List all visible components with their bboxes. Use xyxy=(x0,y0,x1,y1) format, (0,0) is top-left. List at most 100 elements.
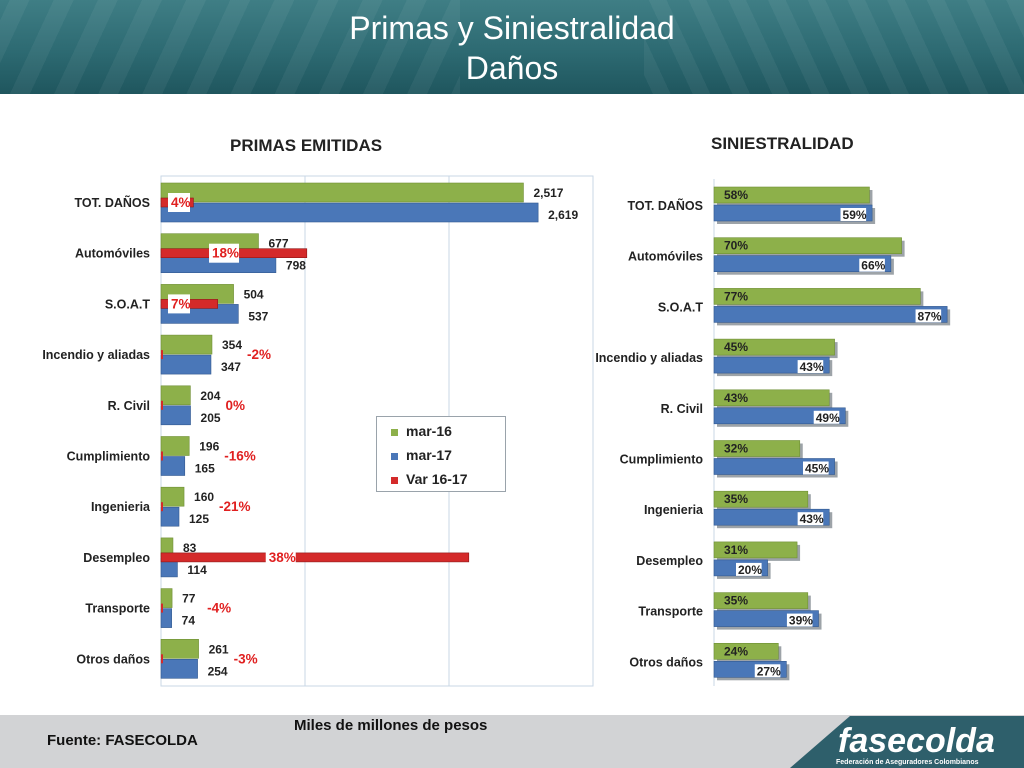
data-label-variation: 4% xyxy=(171,195,191,210)
data-label-bg xyxy=(722,391,748,405)
data-label-bg xyxy=(722,341,748,355)
data-label-mar17: 125 xyxy=(189,512,209,526)
slide-title: Primas y Siniestralidad xyxy=(349,10,675,46)
data-label-variation: 38% xyxy=(269,550,296,565)
data-label-mar17: 39% xyxy=(789,614,813,628)
category-label: R. Civil xyxy=(108,399,150,413)
data-label-mar16: 24% xyxy=(724,644,748,658)
data-label-mar16: 160 xyxy=(194,490,214,504)
data-label-mar16: 32% xyxy=(724,442,748,456)
data-label-mar16: 45% xyxy=(724,340,748,354)
data-label-bg xyxy=(722,645,748,659)
bar-mar16 xyxy=(713,288,921,305)
data-label-variation: 18% xyxy=(212,246,239,261)
legend-label: Var 16-17 xyxy=(406,471,468,487)
data-label-mar17: 165 xyxy=(195,462,215,476)
category-label: Ingenieria xyxy=(91,500,151,514)
data-label-bg xyxy=(722,543,748,557)
legend-swatch xyxy=(391,452,398,460)
bar-mar16 xyxy=(713,186,870,204)
data-label-bg xyxy=(797,360,824,374)
category-label: R. Civil xyxy=(661,402,703,416)
category-label: Ingenieria xyxy=(644,503,704,517)
data-label-mar16: 204 xyxy=(200,389,220,403)
data-label-mar17: 798 xyxy=(286,259,306,273)
bar-mar16 xyxy=(160,182,524,203)
bar-mar17 xyxy=(160,608,172,628)
data-label-bg xyxy=(754,664,781,678)
data-label-bg xyxy=(803,461,829,475)
data-label-bg xyxy=(722,239,748,253)
plot-area xyxy=(160,175,594,687)
bar-mar16 xyxy=(160,638,199,659)
data-label-variation: -2% xyxy=(247,347,271,362)
category-label: TOT. DAÑOS xyxy=(628,198,703,213)
data-label-bg xyxy=(722,290,748,304)
bar-variation xyxy=(161,350,163,360)
bar-variation xyxy=(161,502,163,512)
bar-mar17 xyxy=(160,456,186,476)
bar-mar16 xyxy=(160,385,191,406)
data-label-mar16: 43% xyxy=(724,391,748,405)
bar-mar17 xyxy=(713,204,873,222)
bar-mar17 xyxy=(713,306,948,323)
variation-label-box xyxy=(168,193,190,212)
data-label-variation: 0% xyxy=(226,398,246,413)
bar-mar17 xyxy=(160,405,191,426)
bar-mar16 xyxy=(160,436,190,456)
bar-variation xyxy=(161,654,163,664)
data-label-mar16: 83 xyxy=(183,541,197,555)
data-label-bg xyxy=(722,594,748,608)
data-label-bg xyxy=(786,613,813,627)
bar-variation xyxy=(161,400,163,410)
legend-swatch xyxy=(391,476,398,484)
data-label-bg xyxy=(722,189,748,202)
data-label-mar16: 31% xyxy=(724,543,748,557)
category-label: Desempleo xyxy=(83,551,150,565)
data-label-bg xyxy=(722,442,748,456)
data-label-bg xyxy=(797,512,824,526)
bar-mar17 xyxy=(160,354,212,375)
bar-mar16 xyxy=(160,334,213,355)
data-label-mar16: 196 xyxy=(199,440,219,454)
data-label-mar17: 74 xyxy=(182,614,196,628)
data-label-mar17: 20% xyxy=(738,563,762,577)
bar-variation xyxy=(160,552,470,563)
data-label-mar17: 537 xyxy=(248,309,268,323)
category-label: S.O.A.T xyxy=(658,300,704,314)
chart-legend: mar-16 mar-17 Var 16-17 xyxy=(376,416,506,492)
bar-mar17 xyxy=(160,658,198,679)
legend-item-mar17: mar-17 xyxy=(391,447,452,463)
category-label: Transporte xyxy=(85,602,150,616)
legend-item-mar16: mar-16 xyxy=(391,423,452,439)
data-label-bg xyxy=(722,493,748,507)
data-label-mar16: 58% xyxy=(724,188,748,202)
data-label-mar16: 77% xyxy=(724,289,748,303)
data-label-variation: 7% xyxy=(171,296,191,311)
data-label-bg xyxy=(736,562,762,576)
primas-chart-title: PRIMAS EMITIDAS xyxy=(230,136,383,155)
data-label-mar16: 2,517 xyxy=(533,186,563,200)
data-label-mar17: 59% xyxy=(843,208,867,222)
data-label-mar17: 45% xyxy=(805,462,829,476)
category-label: Transporte xyxy=(638,605,703,619)
category-label: S.O.A.T xyxy=(105,297,151,311)
bar-variation xyxy=(161,451,163,461)
legend-label: mar-16 xyxy=(406,423,452,439)
data-label-mar16: 70% xyxy=(724,239,748,253)
data-label-variation: -16% xyxy=(224,449,256,464)
data-label-mar16: 35% xyxy=(724,492,748,506)
bar-mar16 xyxy=(160,486,185,507)
bar-mar16 xyxy=(713,237,902,254)
data-label-mar17: 347 xyxy=(221,360,241,374)
variation-label-box xyxy=(265,547,296,567)
bar-mar16 xyxy=(160,588,173,608)
bar-variation xyxy=(161,603,163,613)
bar-mar17 xyxy=(160,506,180,527)
logo-wordmark: fasecolda xyxy=(838,722,995,760)
data-label-mar16: 35% xyxy=(724,594,748,608)
bar-mar17 xyxy=(713,407,846,425)
data-label-mar16: 504 xyxy=(244,287,264,301)
